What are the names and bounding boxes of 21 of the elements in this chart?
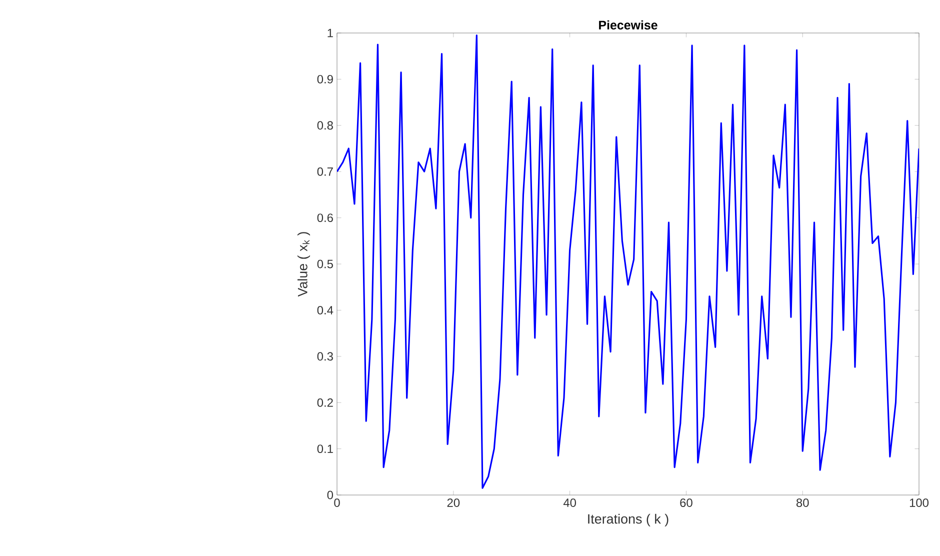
line-series (337, 34, 920, 489)
y-tick-label: 0.2 (317, 398, 333, 407)
y-tick-label: 0.7 (317, 167, 333, 176)
y-axis-title: Value ( x$_{k}$ ) (297, 232, 310, 297)
chart-title: Piecewise (599, 20, 658, 30)
y-tick-label: 0.6 (317, 214, 333, 222)
y-tick-label: 0 (327, 490, 334, 500)
x-tick-label: 40 (563, 498, 576, 507)
y-tick-label: 0.1 (317, 444, 333, 454)
x-tick-label: 80 (796, 498, 809, 507)
x-tick-label: 60 (680, 498, 692, 507)
y-tick-label: 0.3 (317, 352, 333, 361)
x-axis-title: Iterations ( k ) (588, 514, 668, 526)
y-tick-label: 0.8 (317, 121, 333, 130)
x-tick-label: 0 (334, 498, 340, 507)
y-tick-label: 0.9 (317, 74, 333, 84)
x-tick-label: 20 (447, 498, 460, 507)
y-tick-label: 1 (328, 28, 333, 38)
y-tick-label: 0.4 (317, 306, 334, 314)
x-tick-label: 100 (910, 498, 929, 507)
y-tick-label: 0.5 (317, 260, 333, 268)
